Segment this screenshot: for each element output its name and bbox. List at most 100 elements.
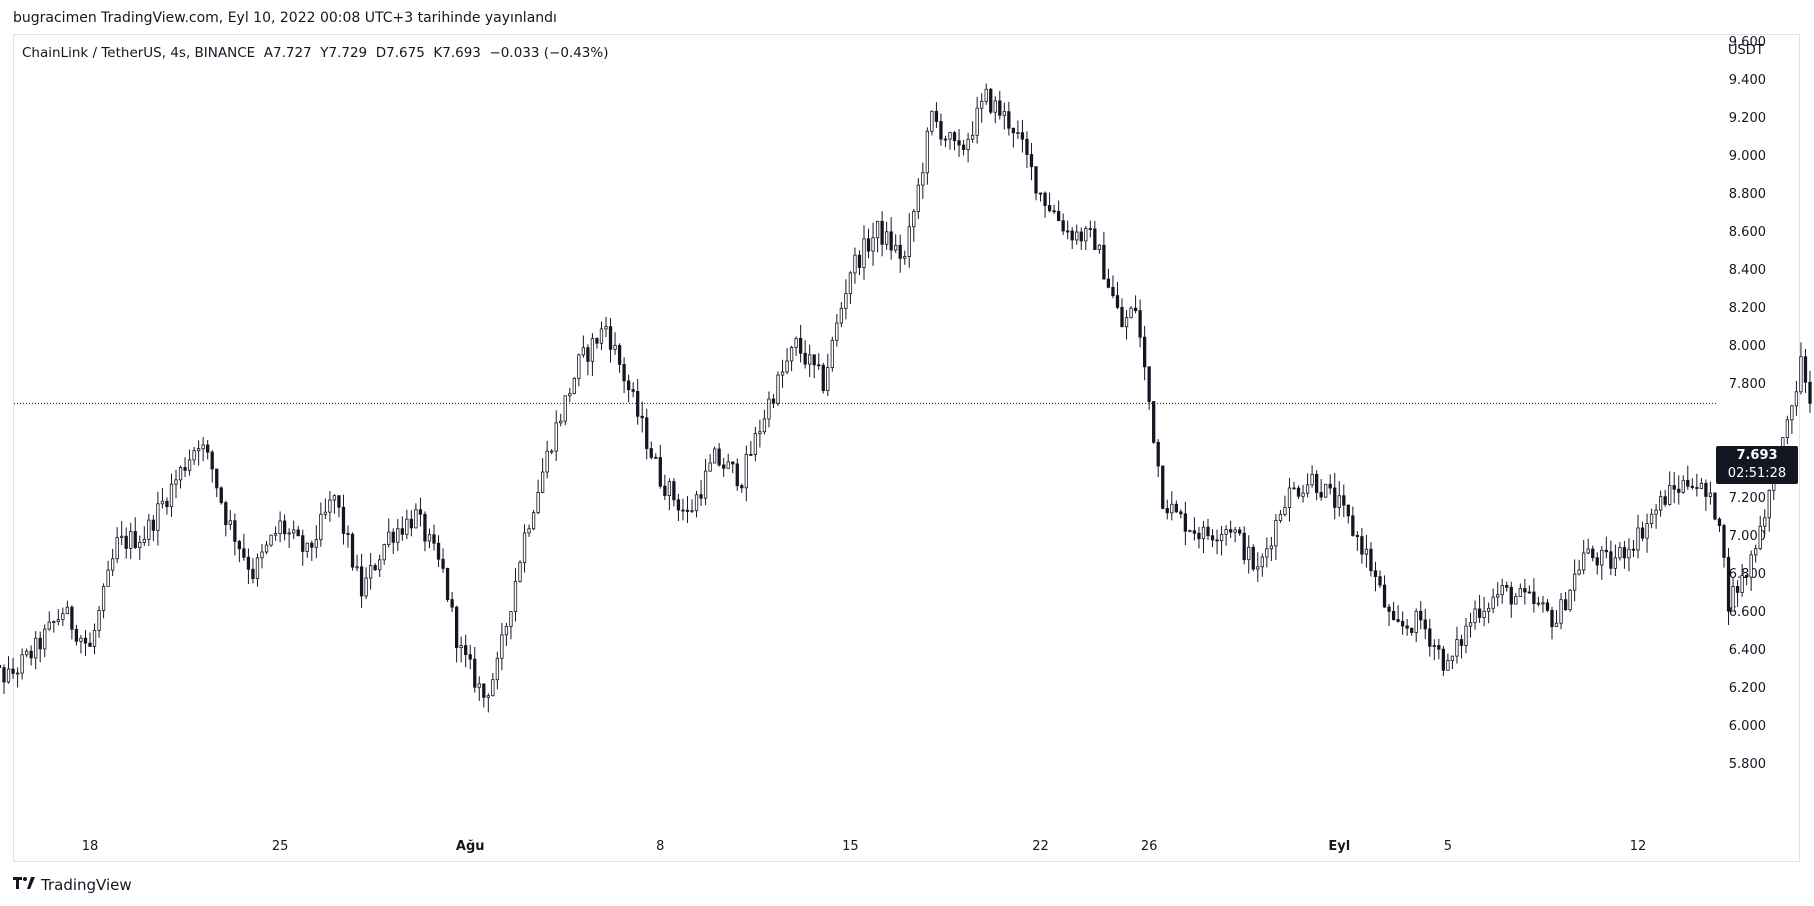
candle-body bbox=[310, 542, 314, 548]
candle-body bbox=[1179, 511, 1183, 515]
last-price-tag: 7.693 02:51:28 bbox=[1716, 446, 1798, 484]
candle-body bbox=[880, 220, 884, 245]
candle-body bbox=[1197, 532, 1201, 540]
candle-body bbox=[1518, 588, 1522, 597]
candle-body bbox=[124, 535, 128, 549]
candle-body bbox=[1011, 127, 1016, 134]
candle-body bbox=[1636, 527, 1640, 551]
candle-body bbox=[690, 510, 694, 513]
y-tick-label: 7.800 bbox=[1729, 377, 1766, 392]
candle-body bbox=[740, 485, 744, 489]
symbol-label[interactable]: ChainLink / TetherUS, 4s, BINANCE bbox=[22, 45, 256, 61]
candle-body bbox=[183, 467, 187, 471]
candle-body bbox=[717, 448, 721, 466]
candle-body bbox=[101, 585, 106, 611]
candle-body bbox=[550, 450, 554, 453]
candle-body bbox=[323, 511, 328, 515]
candle-body bbox=[1477, 608, 1482, 618]
candle-body bbox=[346, 533, 350, 535]
candle-body bbox=[1767, 489, 1771, 519]
candle-body bbox=[1183, 513, 1188, 532]
candle-body bbox=[1618, 547, 1622, 559]
candle-body bbox=[260, 551, 264, 559]
candle-body bbox=[848, 272, 853, 294]
candle-body bbox=[862, 238, 866, 268]
candle-body bbox=[1419, 610, 1423, 621]
candle-body bbox=[1120, 306, 1124, 328]
candle-body bbox=[975, 107, 979, 136]
candle-body bbox=[1609, 551, 1613, 569]
candle-body bbox=[1111, 286, 1115, 296]
candle-body bbox=[1228, 529, 1233, 533]
publish-header: bugracimen TradingView.com, Eyl 10, 2022… bbox=[13, 10, 557, 26]
candle-body bbox=[1473, 608, 1477, 624]
candle-body bbox=[228, 520, 232, 526]
footer[interactable]: TradingView bbox=[13, 875, 132, 894]
candle-body bbox=[540, 471, 545, 493]
candle-body bbox=[1722, 525, 1726, 558]
candle-body bbox=[24, 650, 29, 656]
candle-body bbox=[1283, 507, 1287, 515]
x-tick-label: Eyl bbox=[1328, 839, 1350, 854]
candle-body bbox=[934, 110, 939, 122]
candle-body bbox=[396, 528, 400, 543]
x-tick-label: 26 bbox=[1141, 839, 1158, 854]
candle-body bbox=[1414, 610, 1418, 633]
candle-body bbox=[559, 420, 563, 424]
candle-body bbox=[269, 534, 273, 546]
candle-body bbox=[405, 518, 409, 535]
candle-body bbox=[120, 535, 124, 538]
candle-body bbox=[1749, 554, 1753, 578]
candle-body bbox=[1129, 307, 1133, 319]
candle-body bbox=[43, 628, 47, 650]
candle-body bbox=[237, 541, 242, 550]
candle-body bbox=[966, 138, 970, 150]
candle-body bbox=[1604, 549, 1608, 553]
candle-body bbox=[264, 544, 269, 553]
candle-body bbox=[1034, 166, 1038, 194]
candle-body bbox=[1238, 529, 1242, 534]
candle-body bbox=[1686, 479, 1690, 487]
candle-body bbox=[1794, 391, 1799, 407]
candle-body bbox=[328, 499, 332, 513]
last-price-value: 7.693 bbox=[1736, 448, 1778, 463]
candle-body bbox=[337, 495, 341, 508]
candle-body bbox=[454, 606, 459, 649]
candle-body bbox=[1242, 532, 1246, 561]
candle-body bbox=[418, 509, 423, 515]
candle-body bbox=[6, 668, 11, 683]
brand-name: TradingView bbox=[41, 875, 132, 894]
candle-body bbox=[1391, 610, 1396, 620]
candle-body bbox=[1500, 585, 1504, 596]
candle-body bbox=[165, 500, 169, 508]
candle-body bbox=[749, 454, 753, 456]
candle-body bbox=[1378, 576, 1382, 586]
candle-body bbox=[1260, 556, 1264, 568]
candle-body bbox=[79, 637, 83, 642]
candle-body bbox=[468, 654, 472, 660]
candle-body bbox=[604, 326, 608, 330]
chart-frame bbox=[13, 34, 1800, 862]
candle-body bbox=[224, 502, 228, 526]
candle-body bbox=[1486, 607, 1491, 612]
candle-body bbox=[1224, 529, 1228, 535]
candle-body bbox=[676, 499, 681, 511]
candle-body bbox=[703, 470, 708, 499]
candle-body bbox=[767, 398, 771, 420]
candle-body bbox=[1405, 625, 1409, 629]
high-value: Y7.729 bbox=[320, 45, 368, 61]
candle-body bbox=[1333, 487, 1337, 508]
candle-body bbox=[138, 542, 142, 549]
candle-body bbox=[1514, 596, 1518, 605]
candle-body bbox=[147, 519, 151, 540]
candle-body bbox=[387, 531, 391, 546]
candle-body bbox=[952, 132, 957, 142]
candle-body bbox=[1210, 535, 1215, 541]
candle-body bbox=[980, 100, 984, 109]
candle-body bbox=[961, 144, 966, 150]
candle-body bbox=[667, 481, 672, 496]
candle-body bbox=[789, 346, 794, 362]
candle-body bbox=[595, 338, 599, 344]
candle-body bbox=[1600, 549, 1604, 566]
